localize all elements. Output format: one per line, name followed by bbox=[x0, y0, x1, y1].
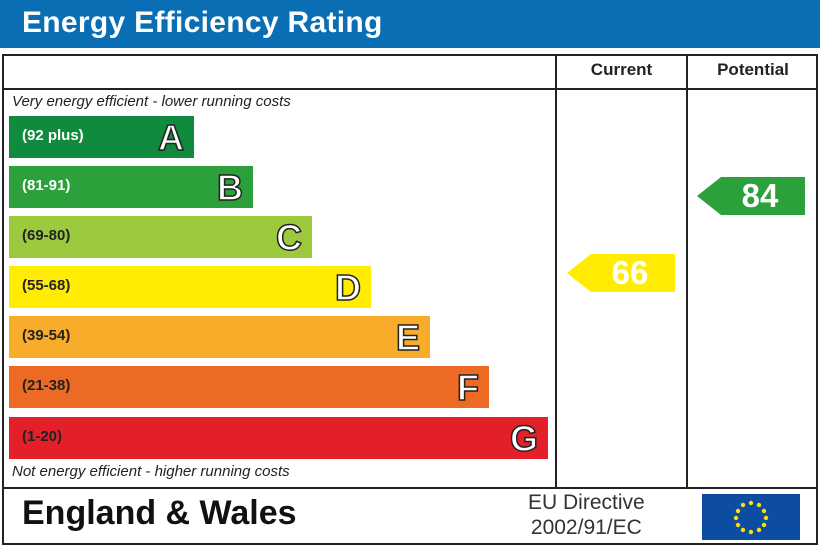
band-letter: F bbox=[456, 366, 480, 409]
band-letter: E bbox=[395, 316, 421, 359]
page-title: Energy Efficiency Rating bbox=[22, 6, 383, 39]
directive-line2: 2002/91/EC bbox=[530, 516, 642, 539]
band-a: (92 plus) A bbox=[9, 116, 194, 159]
column-header-potential: Potential bbox=[717, 60, 789, 79]
band-letter: A bbox=[157, 116, 185, 159]
column-divider bbox=[555, 54, 557, 489]
band-letter: D bbox=[334, 266, 362, 309]
arrow-shape-icon bbox=[567, 254, 675, 292]
column-divider bbox=[686, 54, 688, 489]
band-letter: B bbox=[216, 166, 244, 209]
footer-divider bbox=[2, 487, 818, 489]
directive-line1: EU Directive bbox=[528, 491, 645, 514]
band-b: (81-91) B bbox=[9, 166, 253, 209]
band-c: (69-80) C bbox=[9, 216, 312, 259]
bottom-note: Not energy efficient - higher running co… bbox=[12, 463, 290, 480]
header-bar: Energy Efficiency Rating bbox=[0, 0, 820, 48]
band-letter: C bbox=[275, 216, 303, 259]
band-range: (21-38) bbox=[22, 377, 71, 394]
rating-table-frame bbox=[2, 54, 818, 545]
potential-rating-value: 84 bbox=[741, 177, 779, 214]
column-header-current: Current bbox=[590, 60, 653, 79]
band-range: (81-91) bbox=[22, 177, 71, 194]
current-rating-arrow: 66 bbox=[567, 254, 675, 292]
current-rating-value: 66 bbox=[611, 254, 649, 291]
band-range: (55-68) bbox=[22, 277, 71, 294]
band-range: (1-20) bbox=[22, 428, 63, 445]
eu-directive: EU Directive 2002/91/EC bbox=[528, 490, 645, 540]
band-letter: G bbox=[509, 417, 539, 460]
band-e: (39-54) E bbox=[9, 316, 430, 359]
top-note: Very energy efficient - lower running co… bbox=[12, 93, 291, 110]
band-g: (1-20) G bbox=[9, 417, 548, 460]
band-f: (21-38) F bbox=[9, 366, 489, 409]
band-range: (39-54) bbox=[22, 327, 71, 344]
arrow-shape-icon bbox=[697, 177, 805, 215]
potential-rating-arrow: 84 bbox=[697, 177, 805, 215]
eu-flag-icon bbox=[702, 494, 800, 540]
band-d: (55-68) D bbox=[9, 266, 371, 309]
header-divider bbox=[2, 88, 818, 90]
band-range: (92 plus) bbox=[22, 127, 84, 144]
band-range: (69-80) bbox=[22, 227, 71, 244]
region-label: England & Wales bbox=[22, 494, 297, 532]
